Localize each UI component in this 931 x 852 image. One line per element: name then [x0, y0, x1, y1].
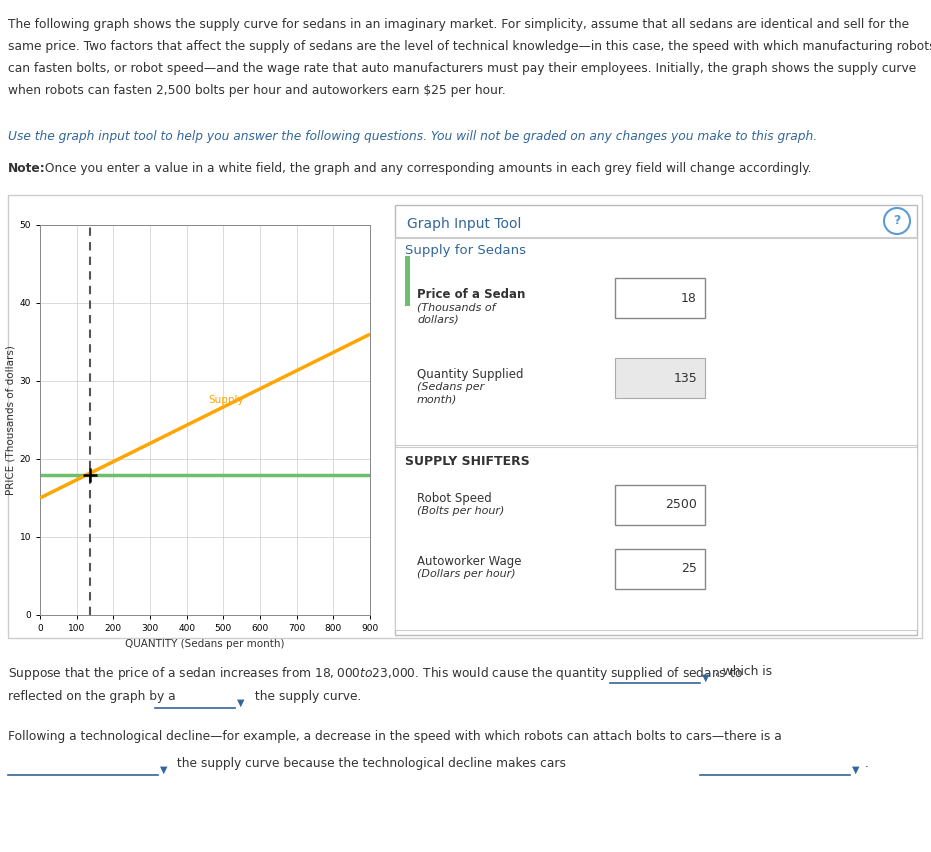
Text: Note:: Note:	[8, 162, 46, 175]
FancyBboxPatch shape	[615, 549, 705, 589]
X-axis label: QUANTITY (Sedans per month): QUANTITY (Sedans per month)	[126, 639, 285, 648]
Text: SUPPLY SHIFTERS: SUPPLY SHIFTERS	[405, 455, 530, 468]
Text: Autoworker Wage: Autoworker Wage	[417, 555, 521, 568]
Text: Quantity Supplied: Quantity Supplied	[417, 368, 523, 381]
Text: Supply: Supply	[209, 394, 244, 405]
Text: (Sedans per
month): (Sedans per month)	[417, 382, 484, 405]
Text: the supply curve because the technological decline makes cars: the supply curve because the technologic…	[173, 757, 570, 770]
Text: Use the graph input tool to help you answer the following questions. You will no: Use the graph input tool to help you ans…	[8, 130, 817, 143]
Text: .: .	[865, 757, 869, 770]
Text: ▼: ▼	[160, 765, 168, 775]
Text: Price of a Sedan: Price of a Sedan	[417, 288, 525, 301]
Text: can fasten bolts, or robot speed—and the wage rate that auto manufacturers must : can fasten bolts, or robot speed—and the…	[8, 62, 916, 75]
FancyBboxPatch shape	[615, 278, 705, 318]
Text: ▼: ▼	[852, 765, 859, 775]
Text: Graph Input Tool: Graph Input Tool	[407, 217, 521, 231]
Text: Supply for Sedans: Supply for Sedans	[405, 244, 526, 257]
FancyBboxPatch shape	[615, 358, 705, 398]
Y-axis label: PRICE (Thousands of dollars): PRICE (Thousands of dollars)	[6, 345, 15, 495]
Text: (Thousands of
dollars): (Thousands of dollars)	[417, 302, 495, 325]
Text: reflected on the graph by a: reflected on the graph by a	[8, 690, 180, 703]
FancyBboxPatch shape	[8, 195, 922, 638]
Text: ?: ?	[894, 215, 900, 227]
Text: 2500: 2500	[665, 498, 697, 511]
Text: 18: 18	[681, 291, 697, 304]
Text: when robots can fasten 2,500 bolts per hour and autoworkers earn $25 per hour.: when robots can fasten 2,500 bolts per h…	[8, 84, 506, 97]
FancyBboxPatch shape	[395, 205, 917, 635]
Text: ▼: ▼	[702, 673, 709, 683]
Text: Suppose that the price of a sedan increases from $18,000 to $23,000. This would : Suppose that the price of a sedan increa…	[8, 665, 744, 682]
Text: The following graph shows the supply curve for sedans in an imaginary market. Fo: The following graph shows the supply cur…	[8, 18, 910, 31]
Text: Once you enter a value in a white field, the graph and any corresponding amounts: Once you enter a value in a white field,…	[41, 162, 812, 175]
FancyBboxPatch shape	[405, 256, 410, 306]
Text: Robot Speed: Robot Speed	[417, 492, 492, 505]
Text: Following a technological decline—for example, a decrease in the speed with whic: Following a technological decline—for ex…	[8, 730, 782, 743]
Text: 25: 25	[681, 562, 697, 575]
Text: same price. Two factors that affect the supply of sedans are the level of techni: same price. Two factors that affect the …	[8, 40, 931, 53]
Text: the supply curve.: the supply curve.	[251, 690, 361, 703]
FancyBboxPatch shape	[615, 485, 705, 525]
Text: (Bolts per hour): (Bolts per hour)	[417, 506, 505, 516]
Text: , which is: , which is	[715, 665, 772, 678]
FancyBboxPatch shape	[395, 238, 917, 445]
Text: 135: 135	[673, 371, 697, 384]
FancyBboxPatch shape	[395, 447, 917, 630]
Text: ▼: ▼	[237, 698, 245, 708]
Text: (Dollars per hour): (Dollars per hour)	[417, 569, 516, 579]
